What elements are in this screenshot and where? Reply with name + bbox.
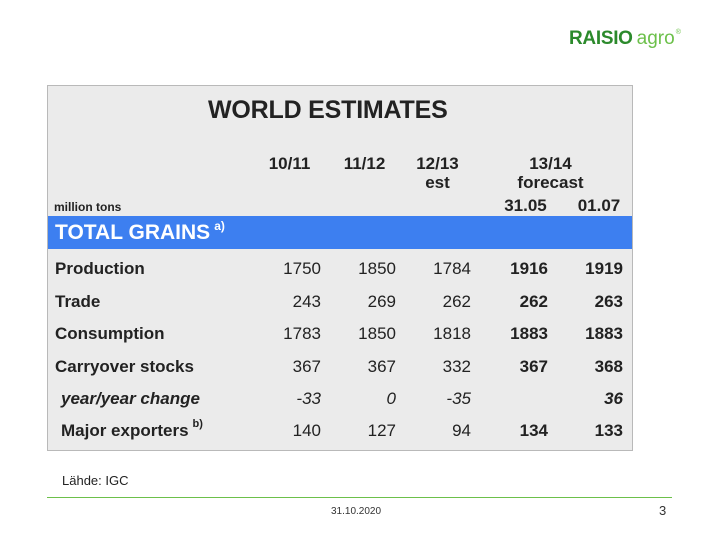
section-note: a) bbox=[214, 219, 225, 233]
column-header-1314-text: 13/14 bbox=[529, 154, 572, 173]
cell: -35 bbox=[446, 389, 471, 408]
cell: 243 bbox=[292, 292, 321, 311]
cell: 1850 bbox=[358, 324, 396, 343]
cell: 1883 bbox=[585, 324, 623, 343]
column-header-1314-forecast: forecast bbox=[517, 173, 584, 192]
cell: 269 bbox=[367, 292, 396, 311]
cell: 1850 bbox=[358, 259, 396, 278]
cell: 332 bbox=[442, 357, 471, 376]
table-row-trade: Trade 243 269 262 262 263 bbox=[48, 286, 632, 318]
cell: 1818 bbox=[433, 324, 471, 343]
cell: -33 bbox=[296, 389, 321, 408]
section-label: TOTAL GRAINS a) bbox=[55, 219, 225, 245]
cell: 133 bbox=[594, 421, 623, 440]
row-label: Production bbox=[55, 259, 145, 278]
logo-brand: RAISIO bbox=[569, 28, 633, 49]
row-label: Major exporters b) bbox=[61, 418, 203, 441]
estimates-table-panel: WORLD ESTIMATES 10/11 11/12 12/13 est 13… bbox=[47, 85, 633, 451]
section-label-text: TOTAL GRAINS bbox=[55, 221, 211, 244]
table-row-year-change: year/year change -33 0 -35 36 bbox=[48, 383, 632, 415]
cell: 1784 bbox=[433, 259, 471, 278]
row-label: Consumption bbox=[55, 324, 165, 343]
row-label: Trade bbox=[55, 292, 101, 311]
cell: 1883 bbox=[510, 324, 548, 343]
cell: 367 bbox=[292, 357, 321, 376]
unit-label: million tons bbox=[54, 200, 122, 214]
cell: 0 bbox=[386, 389, 396, 408]
row-label: year/year change bbox=[61, 389, 200, 408]
cell: 263 bbox=[594, 292, 623, 311]
table-row-carryover-stocks: Carryover stocks 367 367 332 367 368 bbox=[48, 351, 632, 383]
cell: 262 bbox=[442, 292, 471, 311]
cell: 367 bbox=[519, 357, 548, 376]
cell: 368 bbox=[594, 357, 623, 376]
cell: 262 bbox=[519, 292, 548, 311]
cell: 1916 bbox=[510, 259, 548, 278]
column-header-1213: 12/13 est bbox=[410, 154, 465, 192]
table-row-consumption: Consumption 1783 1850 1818 1883 1883 bbox=[48, 318, 632, 350]
source-note: Lähde: IGC bbox=[62, 473, 129, 488]
column-header-0107: 01.07 bbox=[577, 196, 621, 215]
column-header-1213-est: est bbox=[425, 173, 450, 192]
logo-registered-mark: ® bbox=[675, 29, 681, 36]
column-header-1314: 13/14 forecast bbox=[498, 154, 603, 192]
column-header-1213-text: 12/13 bbox=[416, 154, 459, 173]
section-band: TOTAL GRAINS a) bbox=[48, 216, 632, 249]
cell: 140 bbox=[292, 421, 321, 440]
column-header-1011-text: 10/11 bbox=[268, 154, 311, 173]
logo-sub: agro bbox=[636, 28, 675, 49]
cell: 94 bbox=[452, 421, 471, 440]
cell: 134 bbox=[519, 421, 548, 440]
cell: 36 bbox=[604, 389, 623, 408]
page-number: 3 bbox=[659, 503, 667, 518]
cell: 127 bbox=[367, 421, 396, 440]
cell: 1750 bbox=[283, 259, 321, 278]
column-header-3105: 31.05 bbox=[504, 196, 547, 215]
table-title: WORLD ESTIMATES bbox=[208, 96, 448, 124]
column-header-1011: 10/11 bbox=[262, 154, 317, 173]
cell: 367 bbox=[367, 357, 396, 376]
column-header-1112: 11/12 bbox=[337, 154, 392, 173]
cell: 1783 bbox=[283, 324, 321, 343]
cell: 1919 bbox=[585, 259, 623, 278]
row-label-text: Major exporters bbox=[61, 421, 189, 440]
table-row-production: Production 1750 1850 1784 1916 1919 bbox=[48, 253, 632, 285]
column-header-1112-text: 11/12 bbox=[343, 154, 386, 173]
footer-divider bbox=[47, 497, 672, 498]
row-note: b) bbox=[192, 418, 203, 430]
table-row-major-exporters: Major exporters b) 140 127 94 134 133 bbox=[48, 415, 632, 447]
row-label: Carryover stocks bbox=[55, 357, 194, 376]
footer-date: 31.10.2020 bbox=[331, 506, 382, 517]
raisio-agro-logo: RAISIO agro ® bbox=[569, 28, 681, 52]
